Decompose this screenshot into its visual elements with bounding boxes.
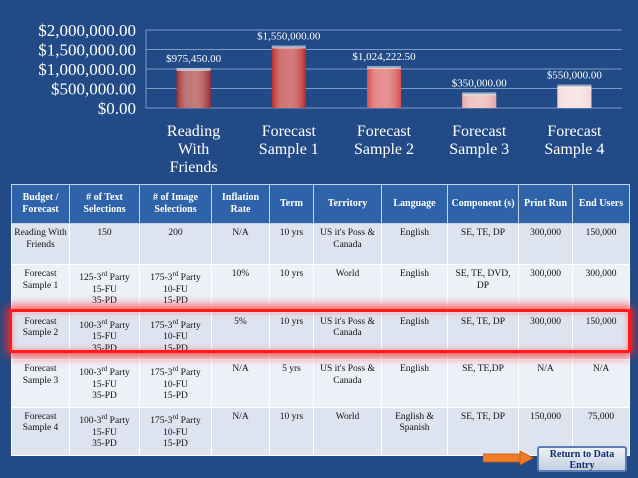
column-header: # of Image Selections [139, 184, 212, 224]
table-cell: N/A [211, 406, 270, 456]
table-cell: US it's Poss & Canada [313, 223, 382, 265]
bar-shine-3 [462, 94, 497, 108]
table-cell: 300,000 [572, 264, 630, 313]
column-header: Budget / Forecast [11, 184, 70, 224]
column-header: Language [381, 184, 448, 224]
column-header: # of Text Selections [69, 184, 140, 224]
table-cell: English [381, 311, 448, 361]
y-tick-label: $0.00 [98, 99, 136, 118]
table-cell: SE, TE, DVD, DP [447, 264, 519, 313]
column-header: Term [269, 184, 314, 224]
table-row: Forecast Sample 2 100-3rd Party 15-FU 35-PD… [11, 311, 630, 361]
table-cell: World [313, 406, 382, 456]
table-cell: 300,000 [518, 264, 573, 313]
y-tick-label: $1,500,000.00 [38, 41, 136, 60]
x-category-label: Forecast Sample 2 [354, 123, 414, 158]
table-cell: 10 yrs [269, 223, 314, 265]
bar-cap-3 [462, 92, 497, 96]
table-cell: US it's Poss & Canada [313, 311, 382, 361]
y-tick-label: $2,000,000.00 [38, 21, 136, 40]
table-cell: SE, TE, DP [447, 311, 519, 361]
x-category-label: Reading With Friends [167, 123, 220, 176]
table-cell: N/A [572, 359, 630, 408]
table-header-row: Budget / Forecast # of Text Selections # o… [11, 184, 630, 224]
table-cell: World [313, 264, 382, 313]
data-label: $1,550,000.00 [257, 31, 321, 43]
data-label: $550,000.00 [547, 70, 603, 82]
table-cell: 300,000 [518, 223, 573, 265]
bar-shine-4 [557, 86, 592, 108]
x-category-label: Forecast Sample 4 [544, 123, 604, 158]
column-header: Territory [313, 184, 382, 224]
table-cell: 175-3rd Party 10-FU 15-PD [139, 406, 212, 456]
table-cell: Forecast Sample 4 [11, 406, 70, 456]
budget-bar-chart: $0.00$500,000.00$1,000,000.00$1,500,000.… [38, 21, 622, 176]
return-to-data-entry-button[interactable]: Return to Data Entry [537, 446, 627, 472]
table-cell: 100-3rd Party 15-FU 35-PD [69, 359, 140, 408]
forecast-table: Budget / Forecast # of Text Selections # o… [11, 184, 630, 456]
bar-cap-4 [557, 84, 592, 88]
table-cell: 125-3rd Party 15-FU 35-PD [69, 264, 140, 313]
table-cell: 150,000 [518, 406, 573, 456]
column-header: Component (s) [447, 184, 519, 224]
table-cell: 100-3rd Party 15-FU 35-PD [69, 311, 140, 361]
table-cell: 175-3rd Party 10-FU 15-PD [139, 311, 212, 361]
table-row: Forecast Sample 1 125-3rd Party 15-FU 35-PD… [11, 264, 630, 313]
table-cell: SE, TE, DP [447, 406, 519, 456]
table-cell: 175-3rd Party 10-FU 15-PD [139, 264, 212, 313]
bar-shine-2 [367, 68, 401, 108]
table-row: Forecast Sample 3 100-3rd Party 15-FU 35-PD… [11, 359, 630, 408]
data-label: $350,000.00 [452, 77, 508, 89]
table-cell: English [381, 264, 448, 313]
table-row: Forecast Sample 4 100-3rd Party 15-FU 35-PD… [11, 406, 630, 456]
table-cell: 10 yrs [269, 406, 314, 456]
y-tick-label: $500,000.00 [51, 80, 136, 99]
column-header: Print Run [518, 184, 573, 224]
table-cell: 10% [211, 264, 270, 313]
bar-cap-2 [367, 66, 401, 70]
bar-cap-1 [271, 45, 306, 49]
table-cell: US it's Poss & Canada [313, 359, 382, 408]
table-cell: English & Spanish [381, 406, 448, 456]
table-cell: 10 yrs [269, 264, 314, 313]
table-cell: SE, TE,DP [447, 359, 519, 408]
table-cell: 150,000 [572, 311, 630, 361]
bar-shine-0 [176, 69, 211, 108]
table-cell: English [381, 359, 448, 408]
data-label: $975,450.00 [166, 53, 222, 65]
table-cell: 175-3rd Party 10-FU 15-PD [139, 359, 212, 408]
y-tick-label: $1,000,000.00 [38, 60, 136, 79]
table-cell: 200 [139, 223, 212, 265]
table-cell: 150,000 [572, 223, 630, 265]
table-cell: Forecast Sample 2 [11, 311, 70, 361]
x-category-label: Forecast Sample 1 [259, 123, 319, 158]
table-cell: English [381, 223, 448, 265]
table-cell: 10 yrs [269, 311, 314, 361]
x-category-label: Forecast Sample 3 [449, 123, 509, 158]
column-header: Inflation Rate [211, 184, 270, 224]
table-cell: SE, TE, DP [447, 223, 519, 265]
right-arrow-icon [483, 451, 533, 465]
bar-cap-0 [176, 67, 211, 71]
table-cell: Forecast Sample 3 [11, 359, 70, 408]
table-row: Reading With Friends 150 200 N/A 10 yrs US it… [11, 223, 630, 265]
table-cell: 150 [69, 223, 140, 265]
table-cell: N/A [211, 359, 270, 408]
table-cell: N/A [518, 359, 573, 408]
table-cell: 5 yrs [269, 359, 314, 408]
data-label: $1,024,222.50 [352, 51, 416, 63]
table-cell: 300,000 [518, 311, 573, 361]
column-header: End Users [572, 184, 630, 224]
bar-shine-1 [271, 47, 306, 108]
table-cell: Reading With Friends [11, 223, 70, 265]
table-cell: 5% [211, 311, 270, 361]
table-cell: Forecast Sample 1 [11, 264, 70, 313]
table-cell: N/A [211, 223, 270, 265]
table-cell: 100-3rd Party 15-FU 35-PD [69, 406, 140, 456]
